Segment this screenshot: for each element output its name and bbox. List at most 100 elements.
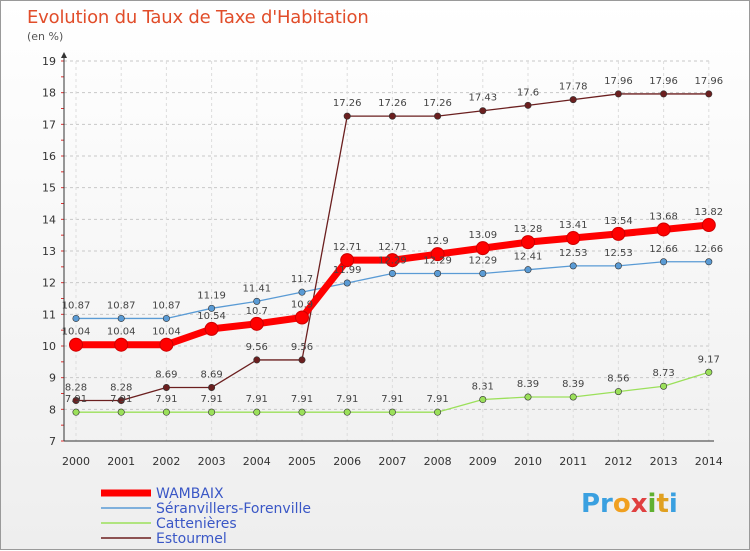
data-point <box>253 356 261 364</box>
data-label: 7.91 <box>110 394 132 405</box>
y-tick-label: 14 <box>42 213 56 226</box>
data-point <box>72 314 80 322</box>
data-point <box>388 112 396 120</box>
data-point <box>656 222 671 237</box>
data-point <box>524 266 532 274</box>
data-label: 8.39 <box>562 379 584 390</box>
data-label: 8.39 <box>517 379 539 390</box>
data-point <box>475 241 490 256</box>
data-label: 13.41 <box>559 220 588 231</box>
data-label: 7.91 <box>246 394 268 405</box>
data-point <box>434 112 442 120</box>
data-point <box>434 269 442 277</box>
data-point <box>388 408 396 416</box>
data-label: 12.29 <box>423 255 452 266</box>
data-label: 10.54 <box>197 311 226 322</box>
data-point <box>208 408 216 416</box>
x-tick-label: 2010 <box>514 455 542 468</box>
data-label: 10.87 <box>107 300 136 311</box>
x-tick-label: 2005 <box>288 455 316 468</box>
data-label: 7.91 <box>200 394 222 405</box>
data-label: 12.66 <box>649 244 678 255</box>
proxiti-logo: Proxiti <box>581 489 678 519</box>
data-point <box>159 337 174 352</box>
data-label: 10.04 <box>62 327 91 338</box>
data-label: 7.91 <box>155 394 177 405</box>
data-label: 11.7 <box>291 274 313 285</box>
data-label: 10.04 <box>152 327 181 338</box>
data-label: 12.29 <box>378 255 407 266</box>
data-label: 12.71 <box>378 242 407 253</box>
legend-label: Séranvillers-Forenville <box>156 501 311 517</box>
data-label: 17.6 <box>517 87 539 98</box>
data-point <box>614 388 622 396</box>
data-point <box>117 408 125 416</box>
x-tick-label: 2013 <box>650 455 678 468</box>
data-label: 8.28 <box>110 382 132 393</box>
data-point <box>569 262 577 270</box>
data-point <box>208 383 216 391</box>
legend-label: WAMBAIX <box>156 486 224 502</box>
data-point <box>614 90 622 98</box>
data-label: 9.56 <box>246 342 268 353</box>
data-label: 7.91 <box>426 394 448 405</box>
data-point <box>569 96 577 104</box>
data-point <box>117 314 125 322</box>
y-tick-label: 8 <box>49 403 56 416</box>
data-label: 12.9 <box>426 236 448 247</box>
data-point <box>295 310 309 325</box>
data-point <box>660 258 668 266</box>
data-point <box>162 314 170 322</box>
y-tick-label: 15 <box>42 182 56 195</box>
data-label: 12.71 <box>333 242 362 253</box>
data-label: 7.91 <box>291 394 313 405</box>
data-point <box>569 393 577 401</box>
data-label: 10.04 <box>107 327 136 338</box>
data-point <box>253 297 261 305</box>
data-point <box>114 337 129 352</box>
data-point <box>660 382 668 390</box>
y-tick-label: 12 <box>42 277 56 290</box>
data-label: 13.54 <box>604 216 633 227</box>
x-tick-label: 2006 <box>333 455 361 468</box>
data-label: 13.82 <box>694 207 723 218</box>
y-tick-label: 19 <box>42 55 56 68</box>
legend-label: Estourmel <box>156 531 227 547</box>
data-point <box>566 231 581 246</box>
data-point <box>117 396 125 404</box>
x-tick-label: 2008 <box>424 455 452 468</box>
data-labels: 10.87 10.87 10.87 11.19 11.41 11.7 11.99 12.29 1… <box>62 76 723 405</box>
data-label: 10.87 <box>152 300 181 311</box>
data-point <box>298 408 306 416</box>
series-lines <box>69 90 716 416</box>
data-point <box>298 356 306 364</box>
chart-subtitle: (en %) <box>27 30 64 43</box>
data-label: 10.7 <box>246 306 268 317</box>
data-label: 10.87 <box>62 300 91 311</box>
data-label: 8.28 <box>65 382 87 393</box>
data-label: 17.78 <box>559 82 588 93</box>
y-tick-label: 13 <box>42 245 56 258</box>
data-point <box>434 408 442 416</box>
x-tick-label: 2014 <box>695 455 723 468</box>
data-point <box>208 304 216 312</box>
legend: WAMBAIXSéranvillers-ForenvilleCattenière… <box>101 486 311 547</box>
data-point <box>388 269 396 277</box>
data-label: 8.31 <box>472 382 494 393</box>
data-label: 17.96 <box>694 76 723 87</box>
data-point <box>479 269 487 277</box>
data-label: 9.56 <box>291 342 313 353</box>
y-axis-arrow <box>61 52 67 58</box>
data-label: 12.53 <box>559 248 588 259</box>
x-tick-label: 2009 <box>469 455 497 468</box>
data-point <box>162 408 170 416</box>
x-tick-label: 2004 <box>243 455 271 468</box>
data-point <box>340 253 355 268</box>
data-label: 13.09 <box>468 230 497 241</box>
data-label: 7.91 <box>381 394 403 405</box>
data-point <box>524 101 532 109</box>
data-point <box>343 408 351 416</box>
data-label: 17.43 <box>468 93 497 104</box>
data-point <box>204 321 219 336</box>
